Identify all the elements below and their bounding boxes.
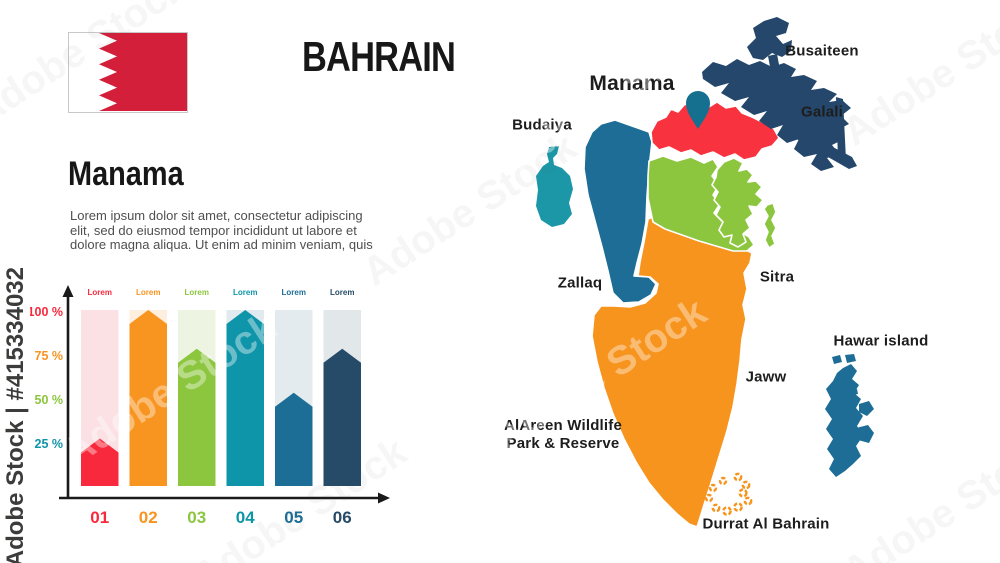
bar-fill — [178, 348, 216, 486]
muharraq-spit — [836, 97, 846, 160]
bar-top-label: Lorem — [136, 288, 160, 297]
map-label-alareen: AlAreen Wildlife Park & Reserve — [503, 417, 623, 452]
bar-group: Lorem 03 — [178, 288, 216, 527]
x-axis-arrow-icon — [378, 492, 390, 504]
atoll-ring — [733, 502, 743, 512]
bar-top-label: Lorem — [88, 288, 112, 297]
flag-red-field — [99, 33, 187, 111]
map-label-zallaq: Zallaq — [557, 274, 603, 292]
atoll-ring — [743, 496, 753, 506]
bahrain-flag — [68, 32, 188, 118]
map-label-busaiteen: Busaiteen — [785, 42, 859, 60]
map-label-sitra: Sitra — [759, 268, 795, 286]
region-muharraq — [702, 17, 857, 171]
hawar-islet — [852, 389, 858, 395]
bahrain-flag-art — [68, 32, 188, 113]
region-durrat-atolls — [704, 472, 753, 516]
map-label-hawar: Hawar island — [833, 332, 929, 350]
region-hawar — [825, 354, 874, 477]
map-label-manama: Manama — [589, 72, 675, 95]
map-label-jaww: Jaww — [745, 368, 787, 386]
atoll-ring — [722, 506, 732, 516]
bar-top-label: Lorem — [282, 288, 306, 297]
hawar-islet — [845, 354, 856, 363]
bar-fill — [323, 348, 361, 486]
atoll-ring — [741, 480, 751, 490]
map-label-budaiya: Budaiya — [512, 116, 572, 134]
atoll-ring — [718, 476, 728, 486]
y-tick-25: 25 % — [35, 437, 64, 451]
muharraq-busaiteen-islet — [747, 17, 792, 60]
region-manama — [650, 101, 780, 161]
bar-category-label: 01 — [90, 508, 109, 527]
bar-group: Lorem 05 — [275, 288, 313, 527]
atoll-ring — [738, 488, 748, 498]
bar-category-label: 03 — [187, 508, 206, 527]
y-axis-arrow-icon — [62, 285, 74, 297]
bar-category-label: 05 — [284, 508, 303, 527]
hawar-main-island — [825, 364, 863, 477]
bar-fill — [81, 438, 119, 486]
description-paragraph: Lorem ipsum dolor sit amet, consectetur … — [70, 208, 373, 253]
region-sitra-island — [711, 157, 764, 248]
bar-group: Lorem 04 — [226, 288, 264, 527]
paragraph-line: elit, sed do eiusmod tempor incididunt u… — [70, 222, 357, 238]
atoll-ring — [733, 472, 743, 482]
bar-chart: Lorem 01 Lorem 02 Lorem 03 Lorem 04 — [28, 283, 390, 533]
hawar-islet — [856, 425, 874, 443]
city-heading: Manama — [68, 155, 184, 193]
bar-category-label: 02 — [139, 508, 158, 527]
map-label-galali: Galali — [800, 103, 844, 121]
region-sitra-strip — [763, 202, 777, 249]
paragraph-line: dolore magna aliqua. Ut enim ad minim ve… — [70, 237, 373, 253]
y-tick-100: 100 % — [30, 305, 63, 319]
hawar-islet — [832, 355, 842, 364]
atoll-ring — [711, 503, 721, 513]
bar-category-label: 04 — [236, 508, 255, 527]
bar-group: Lorem 06 — [323, 288, 361, 527]
bar-top-label: Lorem — [330, 288, 354, 297]
y-tick-75: 75 % — [35, 349, 64, 363]
map-label-durrat: Durrat Al Bahrain — [702, 515, 830, 533]
bar-fill — [275, 392, 313, 486]
atoll-ring — [704, 493, 714, 503]
bar-top-label: Lorem — [233, 288, 257, 297]
y-tick-50: 50 % — [35, 393, 64, 407]
paragraph-line: Lorem ipsum dolor sit amet, consectetur … — [70, 208, 363, 223]
bar-fill — [129, 310, 167, 486]
bar-top-label: Lorem — [185, 288, 209, 297]
bar-fill — [226, 310, 264, 486]
hawar-islet — [859, 401, 874, 416]
region-south — [591, 215, 753, 528]
bar-category-label: 06 — [333, 508, 352, 527]
bar-group: Lorem 01 — [81, 288, 119, 527]
atoll-ring — [708, 483, 718, 493]
region-umm-an-nasan — [536, 146, 573, 227]
bar-group: Lorem 02 — [129, 288, 167, 527]
page-title: BAHRAIN — [302, 33, 456, 80]
location-pin-icon — [686, 91, 710, 129]
